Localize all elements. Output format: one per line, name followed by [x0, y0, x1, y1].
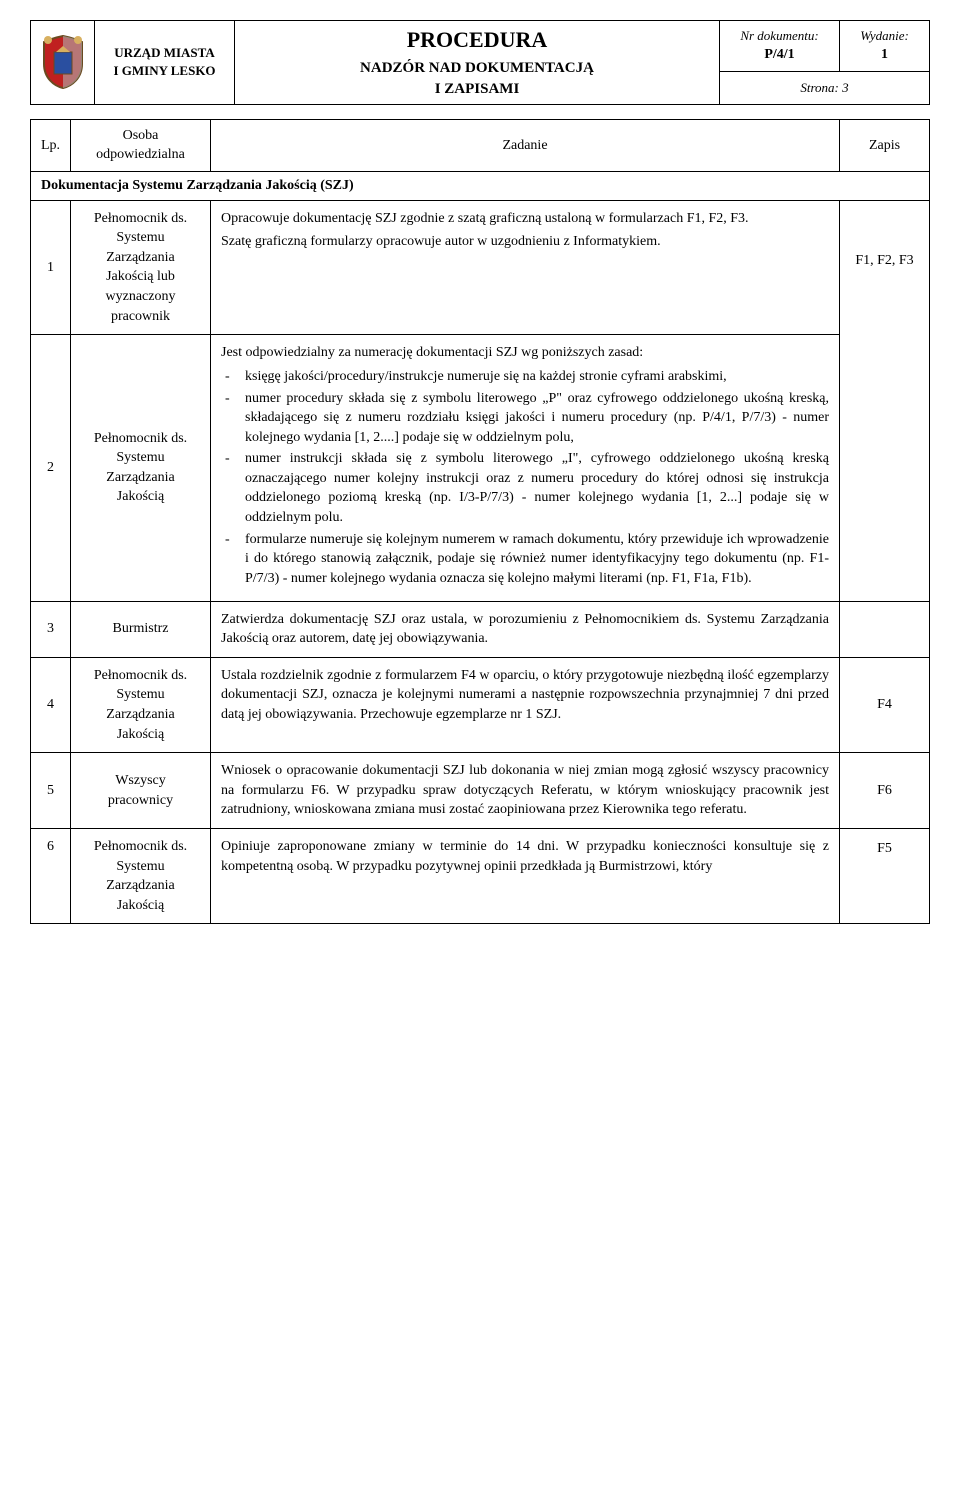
osoba-4: Pełnomocnik ds. Systemu Zarządzania Jako…: [71, 657, 211, 752]
zadanie-6: Opiniuje zaproponowane zmiany w terminie…: [211, 828, 840, 923]
col-zapis: Zapis: [840, 119, 930, 171]
strona: Strona: 3: [720, 72, 930, 105]
lp-1: 1: [31, 200, 71, 335]
table-row: 5 Wszyscy pracownicy Wniosek o opracowan…: [31, 753, 930, 829]
osoba-5: Wszyscy pracownicy: [71, 753, 211, 829]
list-item: numer procedury składa się z symbolu lit…: [221, 389, 829, 448]
zadanie-4: Ustala rozdzielnik zgodnie z formularzem…: [211, 657, 840, 752]
list-item: numer instrukcji składa się z symbolu li…: [221, 449, 829, 527]
lp-2: 2: [31, 335, 71, 602]
zadanie-2: Jest odpowiedzialny za numerację dokumen…: [211, 335, 840, 602]
zapis-4: F4: [840, 657, 930, 752]
table-row: 1 Pełnomocnik ds. Systemu Zarządzania Ja…: [31, 200, 930, 335]
procedure-table: Lp. Osoba odpowiedzialna Zadanie Zapis D…: [30, 119, 930, 925]
table-row: 2 Pełnomocnik ds. Systemu Zarządzania Ja…: [31, 335, 930, 602]
zapis-5: F6: [840, 753, 930, 829]
osoba-1: Pełnomocnik ds. Systemu Zarządzania Jako…: [71, 200, 211, 335]
table-row: 6 Pełnomocnik ds. Systemu Zarządzania Ja…: [31, 828, 930, 923]
doc-title: PROCEDURA NADZÓR NAD DOKUMENTACJĄ I ZAPI…: [235, 21, 720, 105]
zadanie-5: Wniosek o opracowanie dokumentacji SZJ l…: [211, 753, 840, 829]
list-item: księgę jakości/procedury/instrukcje nume…: [221, 367, 829, 387]
title-sub2: I ZAPISAMI: [243, 79, 711, 100]
section-heading: Dokumentacja Systemu Zarządzania Jakości…: [31, 171, 930, 200]
col-lp: Lp.: [31, 119, 71, 171]
coat-of-arms-icon: [40, 34, 86, 90]
lp-3: 3: [31, 601, 71, 657]
lp-6: 6: [31, 828, 71, 923]
col-zadanie: Zadanie: [211, 119, 840, 171]
title-sub1: NADZÓR NAD DOKUMENTACJĄ: [243, 58, 711, 79]
zadanie-1: Opracowuje dokumentację SZJ zgodnie z sz…: [211, 200, 840, 335]
zapis-1: F1, F2, F3: [840, 200, 930, 601]
zadanie-3: Zatwierdza dokumentację SZJ oraz ustala,…: [211, 601, 840, 657]
document-header: URZĄD MIASTA I GMINY LESKO PROCEDURA NAD…: [30, 20, 930, 105]
osoba-6: Pełnomocnik ds. Systemu Zarządzania Jako…: [71, 828, 211, 923]
col-osoba: Osoba odpowiedzialna: [71, 119, 211, 171]
wydanie: Wydanie: 1: [840, 21, 930, 72]
org-name: URZĄD MIASTA I GMINY LESKO: [95, 21, 235, 105]
crest-cell: [31, 21, 95, 105]
zapis-6: F5: [840, 828, 930, 923]
osoba-2: Pełnomocnik ds. Systemu Zarządzania Jako…: [71, 335, 211, 602]
lp-4: 4: [31, 657, 71, 752]
title-main: PROCEDURA: [243, 25, 711, 56]
table-header-row: Lp. Osoba odpowiedzialna Zadanie Zapis: [31, 119, 930, 171]
list-item: formularze numeruje się kolejnym numerem…: [221, 530, 829, 589]
lp-5: 5: [31, 753, 71, 829]
table-row: 4 Pełnomocnik ds. Systemu Zarządzania Ja…: [31, 657, 930, 752]
osoba-3: Burmistrz: [71, 601, 211, 657]
zapis-3: [840, 601, 930, 657]
org-line2: I GMINY LESKO: [113, 63, 215, 78]
org-line1: URZĄD MIASTA: [114, 45, 215, 60]
table-row: 3 Burmistrz Zatwierdza dokumentację SZJ …: [31, 601, 930, 657]
nr-dokumentu: Nr dokumentu: P/4/1: [720, 21, 840, 72]
